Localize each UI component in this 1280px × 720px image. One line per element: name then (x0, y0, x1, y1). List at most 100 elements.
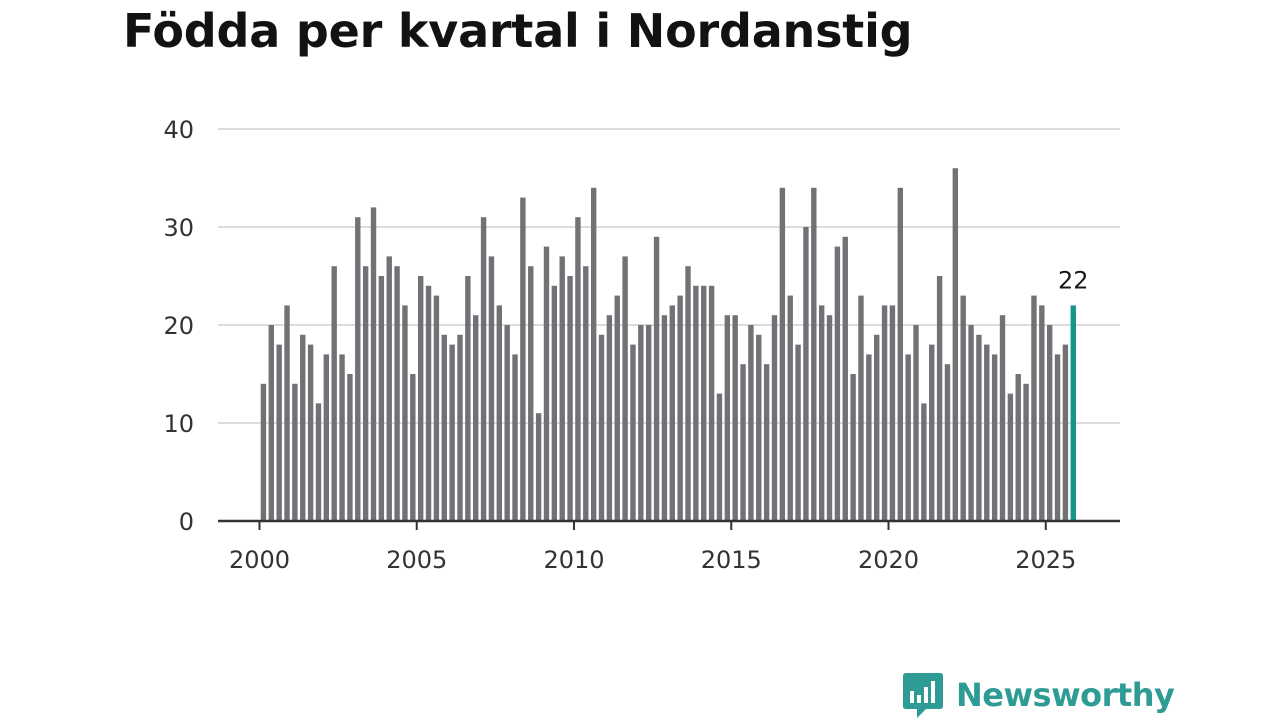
bar (465, 276, 471, 521)
bar (889, 305, 896, 521)
bar (323, 354, 330, 521)
bar (394, 266, 400, 521)
bar (716, 393, 723, 521)
bar (991, 354, 998, 521)
x-tick-label: 2005 (386, 546, 447, 574)
bar (347, 374, 353, 521)
newsworthy-logo: Newsworthy (902, 670, 1175, 720)
bar (960, 295, 966, 521)
bar (748, 325, 754, 521)
bar (425, 285, 432, 521)
bar (968, 325, 974, 521)
bar (583, 266, 589, 521)
bar (606, 315, 613, 521)
bar (866, 354, 872, 521)
bar (724, 315, 731, 521)
bar (402, 305, 408, 521)
bar (473, 315, 479, 521)
bar (653, 236, 660, 522)
bar (315, 403, 322, 521)
bar (284, 305, 290, 521)
bar (433, 295, 440, 521)
bar (929, 344, 935, 521)
bar (417, 276, 424, 521)
bar (779, 187, 786, 522)
bar (708, 285, 715, 521)
value-label: 22 (1058, 266, 1089, 294)
bar (795, 344, 801, 521)
bar (543, 246, 550, 521)
bar (567, 276, 573, 521)
bar (787, 295, 793, 521)
bar (826, 315, 833, 521)
bar (520, 197, 526, 521)
bar (370, 207, 377, 521)
bar (300, 334, 306, 521)
bar (1007, 393, 1014, 521)
bar (598, 334, 605, 521)
bar (276, 344, 282, 521)
bar (645, 325, 652, 521)
bar (386, 256, 392, 521)
bar (811, 187, 817, 522)
bar (669, 305, 675, 521)
bar (590, 187, 597, 522)
y-tick-label: 40 (163, 116, 194, 144)
bar (685, 266, 691, 521)
bar (355, 217, 361, 521)
bar (362, 266, 369, 521)
labels: 0 10 20 30 40 22 2000 2005 2010 2015 2020 2025 (163, 116, 1088, 574)
bar (378, 276, 385, 521)
bar (976, 334, 982, 521)
x-tick-label: 2020 (858, 546, 919, 574)
bar (307, 344, 314, 521)
x-tick-label: 2025 (1015, 546, 1076, 574)
bar (1046, 325, 1053, 521)
bar (771, 315, 778, 521)
bar (756, 334, 762, 521)
newsworthy-logo-icon (903, 673, 943, 718)
bar (740, 364, 746, 521)
bar (512, 354, 518, 521)
bar (952, 168, 959, 521)
bar (818, 305, 825, 521)
bar (1015, 374, 1021, 521)
bar (488, 256, 495, 521)
bar (921, 403, 927, 521)
bar (1062, 344, 1069, 521)
bar (331, 266, 337, 521)
x-tick-label: 2000 (229, 546, 290, 574)
bar (268, 325, 274, 521)
bar (559, 256, 565, 521)
bar-highlight (1070, 305, 1076, 521)
bar (834, 246, 841, 521)
x-tick-label: 2010 (543, 546, 604, 574)
bar (661, 315, 668, 521)
bar (842, 236, 848, 522)
bar (763, 364, 770, 521)
bar (260, 383, 267, 521)
bar (339, 354, 345, 521)
bar (803, 227, 809, 521)
bar (984, 344, 990, 521)
bar (457, 334, 463, 521)
bar (410, 374, 416, 521)
bar (732, 315, 738, 521)
bar (575, 217, 581, 521)
axes (218, 519, 1120, 530)
bar (999, 315, 1006, 521)
y-tick-label: 0 (179, 508, 194, 536)
bar (1031, 295, 1037, 521)
bar (1039, 305, 1045, 521)
bar (693, 285, 699, 521)
bar (622, 256, 628, 521)
bar (701, 285, 707, 521)
bar (677, 295, 683, 521)
newsworthy-logo-text: Newsworthy (956, 676, 1175, 714)
bar (551, 285, 558, 521)
bar (874, 334, 880, 521)
bar (504, 325, 510, 521)
bar (496, 305, 503, 521)
bars (260, 168, 1076, 522)
